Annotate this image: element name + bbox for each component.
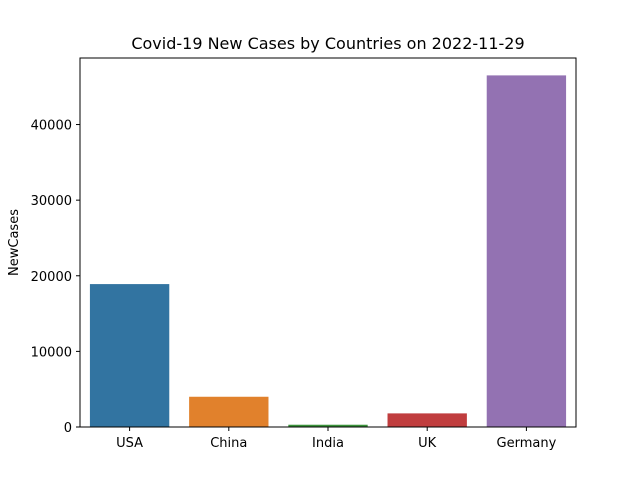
bar-usa — [89, 284, 170, 427]
y-axis-ticks: 0 10000 20000 30000 40000 — [31, 119, 80, 436]
chart-title: Covid-19 New Cases by Countries on 2022-… — [131, 34, 524, 53]
x-tick-label: China — [210, 436, 247, 451]
x-tick-label: UK — [418, 436, 437, 451]
y-axis-label: NewCases — [7, 209, 22, 276]
x-tick-label: USA — [116, 436, 143, 451]
y-tick-label: 40000 — [31, 119, 72, 134]
bar-china — [189, 396, 269, 427]
y-tick-label: 30000 — [31, 194, 72, 209]
x-axis-ticks: USA China India UK Germany — [116, 427, 557, 451]
y-tick-label: 20000 — [31, 270, 72, 285]
y-tick-label: 10000 — [31, 345, 72, 360]
x-tick-label: Germany — [497, 436, 557, 451]
y-tick-label: 0 — [64, 421, 72, 436]
bar-uk — [387, 413, 467, 427]
x-tick-label: India — [312, 436, 344, 451]
plot-frame — [79, 57, 577, 428]
bar-india — [288, 424, 368, 427]
bars-group — [89, 75, 567, 428]
bar-germany — [486, 75, 567, 428]
